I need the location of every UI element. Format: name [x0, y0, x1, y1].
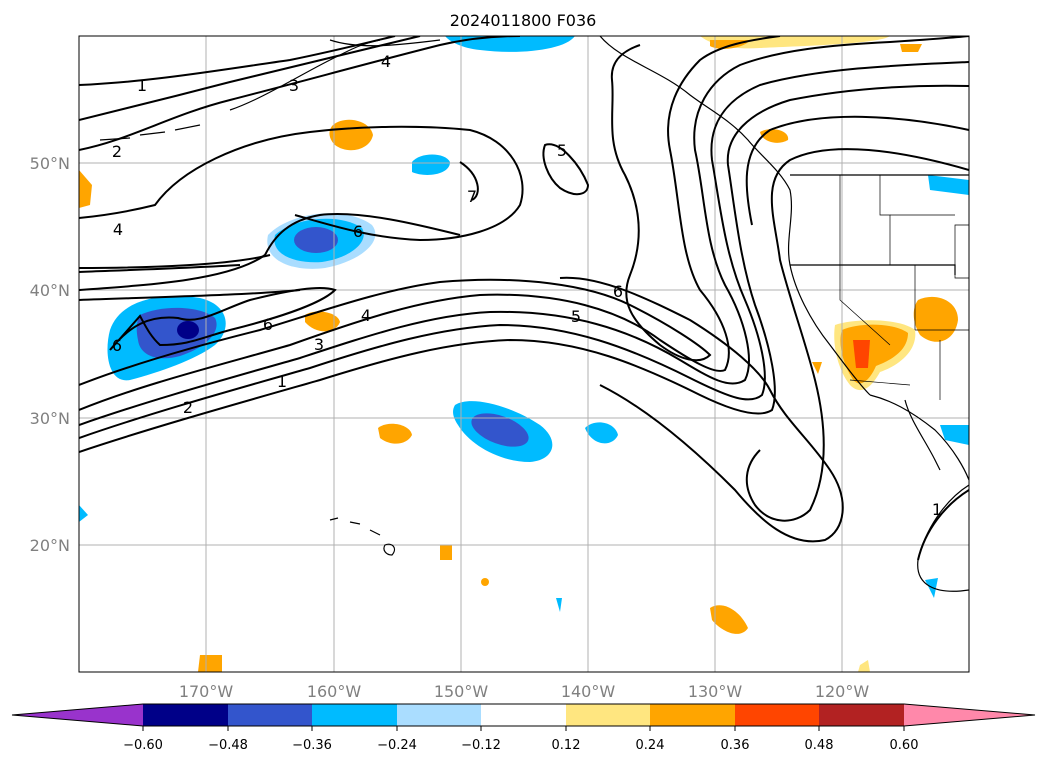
contour-label: 6 [112, 336, 122, 355]
colorbar-segment [735, 704, 819, 726]
lon-label: 140°W [561, 682, 616, 701]
contour-lines [79, 36, 969, 561]
colorbar-segment [566, 704, 650, 726]
negative-anomaly-west [107, 296, 226, 381]
latitude-labels: 50°N 40°N 30°N 20°N [30, 154, 70, 555]
contour-label: 1 [137, 76, 147, 95]
lat-label: 20°N [30, 536, 70, 555]
negative-anomaly-mexico [925, 578, 938, 598]
negative-anomaly-north [445, 36, 575, 52]
positive-anomaly-dot [481, 578, 489, 586]
contour-label: 1 [277, 372, 287, 391]
colorbar-segment [312, 704, 397, 726]
negative-anomaly-dot [556, 598, 562, 612]
map-title: 2024011800 F036 [450, 11, 597, 30]
contour-label: 2 [112, 142, 122, 161]
lat-label: 40°N [30, 281, 70, 300]
colorbar-tick-label: 0.48 [805, 738, 834, 753]
contour-label: 6 [263, 315, 273, 334]
colorbar-extend-left [12, 704, 143, 726]
contour-label: 5 [571, 307, 581, 326]
colorbar-tick-label: −0.12 [461, 738, 501, 753]
positive-anomaly-bottom-2 [858, 660, 870, 672]
lon-label: 130°W [688, 682, 743, 701]
colorbar-tick-label: −0.36 [292, 738, 332, 753]
colorbar-tick-label: 0.12 [552, 738, 581, 753]
colorbar-segment [143, 704, 228, 726]
lon-label: 150°W [434, 682, 489, 701]
colorbar-ticks [142, 726, 905, 731]
lon-label: 120°W [815, 682, 870, 701]
contour-label: 4 [113, 220, 123, 239]
positive-anomaly-dot-2 [812, 362, 822, 374]
colorbar-segment [819, 704, 904, 726]
longitude-labels: 170°W 160°W 150°W 140°W 130°W 120°W [179, 682, 870, 701]
positive-anomaly-north-3 [900, 44, 922, 52]
gridlines [79, 36, 969, 672]
positive-anomaly-west-1 [305, 311, 340, 332]
colorbar-tick-label: 0.36 [721, 738, 750, 753]
lon-label: 160°W [307, 682, 362, 701]
colorbar: −0.60 −0.48 −0.36 −0.24 −0.12 0.12 0.24 … [11, 703, 1036, 753]
positive-anomaly-south-1 [378, 423, 412, 444]
colorbar-segment [228, 704, 312, 726]
positive-anomaly-nevada [913, 296, 958, 342]
negative-anomaly-east [928, 175, 969, 195]
lon-label: 170°W [179, 682, 234, 701]
negative-anomaly-edge [79, 505, 88, 522]
contour-label: 3 [314, 335, 324, 354]
colorbar-segment [397, 704, 481, 726]
map-frame [78, 35, 970, 673]
contour-label: 7 [467, 187, 477, 206]
colorbar-tick-label: −0.48 [208, 738, 248, 753]
positive-anomaly-bottom [198, 655, 222, 672]
map-panel: 1 3 4 2 4 5 7 6 6 6 5 4 3 1 2 6 1 [79, 36, 969, 672]
contour-label: 3 [289, 76, 299, 95]
contour-label: 4 [361, 306, 371, 325]
negative-anomaly-small-2 [585, 422, 618, 444]
shaded-anomalies [79, 36, 969, 672]
colorbar-segment [650, 704, 735, 726]
colorbar-tick-label: 0.24 [636, 738, 665, 753]
map-background [79, 36, 969, 672]
positive-anomaly-south-2 [440, 545, 452, 560]
positive-anomaly-south-3 [710, 605, 748, 634]
negative-anomaly-small-1 [412, 154, 450, 175]
contour-label: 5 [557, 141, 567, 160]
negative-anomaly-central [267, 213, 376, 269]
negative-anomaly-baja [940, 425, 969, 445]
lat-label: 50°N [30, 154, 70, 173]
colorbar-extend-right [904, 704, 1035, 726]
state-borders [839, 175, 969, 400]
colorbar-tick-label: −0.24 [377, 738, 417, 753]
lat-label: 30°N [30, 409, 70, 428]
negative-anomaly-south [453, 401, 553, 462]
contour-label: 6 [353, 222, 363, 241]
contour-label: 2 [183, 398, 193, 417]
positive-anomaly-california [834, 320, 916, 391]
contour-label: 6 [613, 282, 623, 301]
positive-anomaly-edge [79, 170, 92, 208]
colorbar-tick-label: 0.60 [890, 738, 919, 753]
contour-label: 1 [932, 500, 942, 519]
contour-labels: 1 3 4 2 4 5 7 6 6 6 5 4 3 1 2 6 1 [112, 52, 942, 519]
colorbar-tick-label: −0.60 [123, 738, 163, 753]
colorbar-segment [481, 704, 566, 726]
contour-label: 4 [381, 52, 391, 71]
